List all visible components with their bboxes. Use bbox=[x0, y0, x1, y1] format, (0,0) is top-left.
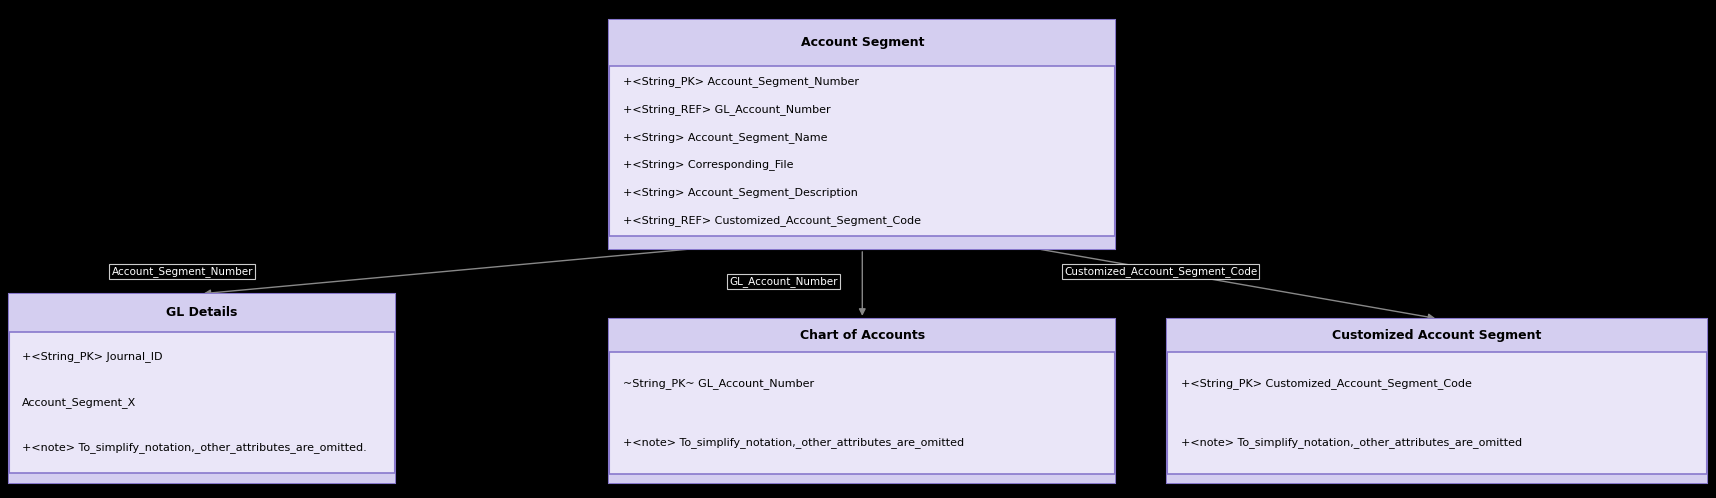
Bar bbox=[609, 20, 1115, 66]
Bar bbox=[1167, 319, 1707, 483]
Text: +<String> Account_Segment_Name: +<String> Account_Segment_Name bbox=[623, 132, 827, 143]
Text: GL_Account_Number: GL_Account_Number bbox=[729, 276, 837, 287]
Text: +<String> Account_Segment_Description: +<String> Account_Segment_Description bbox=[623, 187, 858, 198]
Text: Account_Segment_X: Account_Segment_X bbox=[22, 397, 137, 408]
Bar bbox=[9, 473, 395, 483]
Text: +<String_REF> Customized_Account_Segment_Code: +<String_REF> Customized_Account_Segment… bbox=[623, 215, 921, 226]
Bar bbox=[609, 237, 1115, 249]
Bar bbox=[609, 319, 1115, 483]
Text: +<String_PK> Customized_Account_Segment_Code: +<String_PK> Customized_Account_Segment_… bbox=[1181, 378, 1472, 389]
Bar bbox=[609, 474, 1115, 483]
Bar bbox=[1167, 319, 1707, 352]
Text: +<note> To_simplify_notation,_other_attributes_are_omitted: +<note> To_simplify_notation,_other_attr… bbox=[1181, 437, 1522, 448]
Text: +<String_REF> GL_Account_Number: +<String_REF> GL_Account_Number bbox=[623, 104, 831, 115]
Text: +<String_PK> Journal_ID: +<String_PK> Journal_ID bbox=[22, 352, 163, 362]
Text: Customized Account Segment: Customized Account Segment bbox=[1332, 329, 1543, 342]
Text: +<String> Corresponding_File: +<String> Corresponding_File bbox=[623, 159, 793, 170]
Bar bbox=[609, 20, 1115, 249]
Text: Chart of Accounts: Chart of Accounts bbox=[800, 329, 925, 342]
Text: Account_Segment_Number: Account_Segment_Number bbox=[112, 266, 252, 277]
Text: Customized_Account_Segment_Code: Customized_Account_Segment_Code bbox=[1064, 266, 1258, 277]
Text: +<note> To_simplify_notation,_other_attributes_are_omitted.: +<note> To_simplify_notation,_other_attr… bbox=[22, 442, 367, 453]
Text: +<String_PK> Account_Segment_Number: +<String_PK> Account_Segment_Number bbox=[623, 77, 860, 88]
Bar bbox=[1167, 474, 1707, 483]
Text: ~String_PK~ GL_Account_Number: ~String_PK~ GL_Account_Number bbox=[623, 378, 813, 389]
Text: +<note> To_simplify_notation,_other_attributes_are_omitted: +<note> To_simplify_notation,_other_attr… bbox=[623, 437, 964, 448]
Text: GL Details: GL Details bbox=[166, 306, 237, 319]
Bar bbox=[609, 319, 1115, 352]
Bar bbox=[9, 294, 395, 332]
Text: Account Segment: Account Segment bbox=[801, 36, 923, 49]
Bar bbox=[9, 294, 395, 483]
